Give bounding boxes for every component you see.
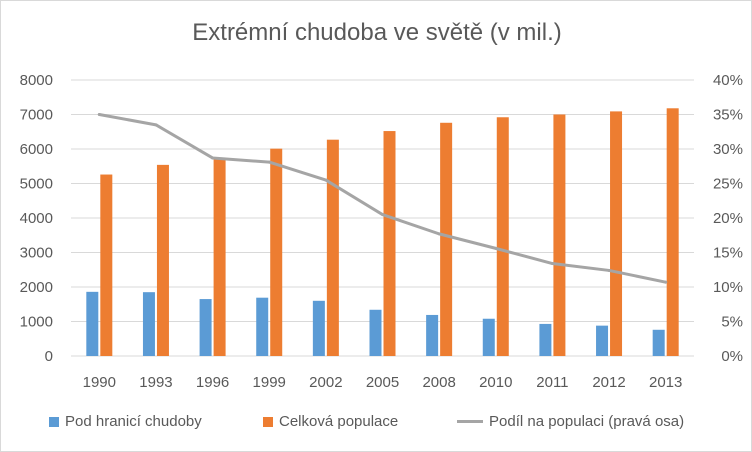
chart-title: Extrémní chudoba ve světě (v mil.): [192, 19, 562, 46]
bar-poverty: [596, 325, 609, 356]
share-line: [97, 113, 668, 284]
y-left-tick-label: 4000: [20, 210, 53, 227]
share-point: [550, 262, 554, 266]
x-tick-label: 1996: [196, 374, 229, 391]
line-series: [97, 113, 668, 284]
bar-population: [383, 131, 396, 356]
bar-population: [610, 111, 623, 357]
bar-poverty: [142, 292, 155, 356]
legend-item-population: Celková populace: [263, 413, 398, 430]
y-right-tick-label: 0%: [721, 348, 743, 365]
bar-population: [270, 148, 283, 356]
y-left-tick-label: 2000: [20, 279, 53, 296]
legend-item-poverty: Pod hranicí chudoby: [49, 413, 202, 430]
x-tick-label: 2010: [479, 374, 512, 391]
bar-population: [440, 122, 453, 356]
gridlines: [71, 79, 694, 357]
x-tick-label: 1999: [253, 374, 286, 391]
y-right-tick-label: 35%: [713, 107, 743, 124]
bar-poverty: [86, 291, 99, 356]
bar-poverty: [369, 309, 382, 356]
bars: [86, 108, 679, 357]
y-right-tick-label: 30%: [713, 141, 743, 158]
share-point: [211, 156, 215, 160]
bar-poverty: [312, 300, 325, 356]
legend-swatch-share: [457, 420, 483, 423]
bar-population: [666, 108, 679, 356]
axis-labels: 0 0% 1000 5% 2000 10% 3000 15% 4000 20% 5000 25% 600…: [20, 72, 743, 391]
y-right-tick-label: 5%: [721, 314, 743, 331]
share-point: [607, 268, 611, 272]
x-tick-label: 1990: [83, 374, 116, 391]
share-point: [494, 246, 498, 250]
bar-poverty: [256, 297, 269, 356]
legend-label-poverty: Pod hranicí chudoby: [65, 413, 202, 430]
y-right-tick-label: 15%: [713, 245, 743, 262]
y-left-tick-label: 0: [45, 348, 53, 365]
y-left-tick-label: 7000: [20, 107, 53, 124]
y-left-tick-label: 1000: [20, 314, 53, 331]
bar-population: [156, 164, 169, 356]
bar-population: [100, 174, 113, 356]
share-point: [97, 113, 101, 116]
y-left-tick-label: 3000: [20, 245, 53, 262]
share-point: [267, 160, 271, 164]
bar-poverty: [199, 299, 212, 356]
x-tick-label: 2002: [309, 374, 342, 391]
share-point: [324, 178, 328, 182]
y-right-tick-label: 10%: [713, 279, 743, 296]
y-left-tick-label: 6000: [20, 141, 53, 158]
x-tick-label: 1993: [139, 374, 172, 391]
y-right-tick-label: 20%: [713, 210, 743, 227]
share-point: [664, 280, 668, 284]
bar-poverty: [482, 318, 495, 356]
x-tick-label: 2008: [422, 374, 455, 391]
legend-label-share: Podíl na populaci (pravá osa): [489, 413, 685, 430]
share-point: [437, 232, 441, 236]
y-right-tick-label: 25%: [713, 176, 743, 193]
y-left-tick-label: 5000: [20, 176, 53, 193]
y-right-tick-label: 40%: [713, 72, 743, 89]
bar-population: [553, 114, 566, 356]
x-tick-label: 2012: [592, 374, 625, 391]
legend-swatch-poverty: [49, 416, 59, 427]
bar-poverty: [539, 323, 552, 356]
legend-swatch-population: [263, 416, 273, 427]
legend-label-population: Celková populace: [279, 413, 399, 430]
x-tick-label: 2005: [366, 374, 399, 391]
x-tick-label: 2011: [536, 374, 568, 391]
y-left-tick-label: 8000: [20, 72, 53, 89]
bar-poverty: [652, 329, 665, 356]
legend-item-share: Podíl na populaci (pravá osa): [457, 413, 684, 430]
bar-population: [496, 117, 509, 356]
bar-population: [326, 139, 339, 356]
bar-poverty: [426, 314, 439, 356]
x-tick-label: 2013: [649, 374, 682, 391]
share-point: [154, 123, 158, 127]
bar-population: [213, 157, 226, 356]
share-point: [381, 213, 384, 217]
